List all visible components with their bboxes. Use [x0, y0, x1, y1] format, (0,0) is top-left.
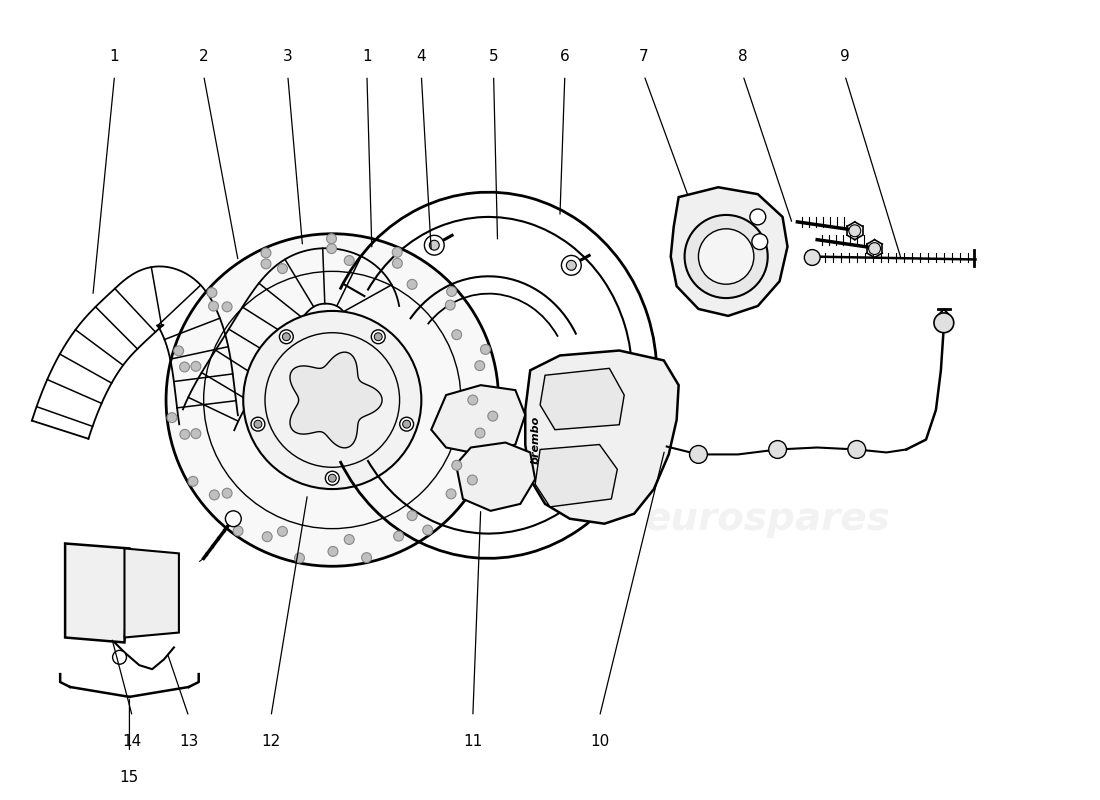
Circle shape: [262, 532, 272, 542]
Circle shape: [226, 511, 241, 526]
Circle shape: [422, 525, 432, 535]
Text: 15: 15: [120, 770, 139, 785]
Circle shape: [407, 510, 417, 521]
Polygon shape: [671, 187, 788, 316]
Circle shape: [188, 476, 198, 486]
Circle shape: [849, 225, 860, 237]
Circle shape: [112, 650, 126, 664]
Circle shape: [277, 526, 287, 536]
Circle shape: [394, 531, 404, 541]
Circle shape: [393, 247, 403, 258]
Circle shape: [446, 300, 455, 310]
Circle shape: [452, 460, 462, 470]
Text: 10: 10: [590, 734, 609, 750]
Circle shape: [475, 361, 485, 370]
Circle shape: [684, 215, 768, 298]
Text: 8: 8: [738, 49, 748, 63]
Circle shape: [344, 255, 354, 266]
Circle shape: [869, 242, 880, 254]
Circle shape: [452, 330, 462, 340]
Text: 13: 13: [179, 734, 198, 750]
Text: 11: 11: [463, 734, 483, 750]
Text: eurospares: eurospares: [645, 500, 891, 538]
Circle shape: [393, 258, 403, 268]
Circle shape: [326, 471, 339, 485]
Polygon shape: [526, 350, 679, 524]
Circle shape: [283, 333, 290, 341]
Text: 14: 14: [123, 734, 142, 750]
Circle shape: [372, 330, 385, 344]
Text: 9: 9: [840, 49, 850, 63]
Circle shape: [243, 311, 421, 489]
Circle shape: [468, 395, 477, 405]
Circle shape: [295, 553, 305, 563]
Circle shape: [180, 430, 190, 439]
Text: 6: 6: [560, 49, 570, 63]
Circle shape: [222, 488, 232, 498]
Circle shape: [261, 248, 271, 258]
Circle shape: [327, 234, 337, 244]
Circle shape: [447, 286, 456, 297]
Circle shape: [848, 441, 866, 458]
Circle shape: [566, 260, 576, 270]
Polygon shape: [65, 543, 130, 642]
Circle shape: [475, 428, 485, 438]
Circle shape: [167, 413, 177, 422]
Circle shape: [279, 330, 294, 344]
Text: 7: 7: [639, 49, 649, 63]
Polygon shape: [124, 549, 179, 638]
Text: 5: 5: [488, 49, 498, 63]
Circle shape: [690, 446, 707, 463]
Circle shape: [561, 255, 581, 275]
Circle shape: [934, 313, 954, 333]
Text: brembo: brembo: [531, 415, 541, 464]
Text: 4: 4: [417, 49, 426, 63]
Circle shape: [407, 279, 417, 290]
Circle shape: [222, 302, 232, 312]
Text: 1: 1: [362, 49, 372, 63]
Circle shape: [769, 441, 786, 458]
Circle shape: [251, 418, 265, 431]
Polygon shape: [290, 352, 382, 448]
Circle shape: [191, 362, 201, 371]
Circle shape: [174, 346, 184, 356]
Circle shape: [362, 553, 372, 562]
Circle shape: [261, 259, 271, 269]
Circle shape: [374, 333, 382, 341]
Circle shape: [399, 418, 414, 431]
Circle shape: [752, 234, 768, 250]
Polygon shape: [540, 368, 624, 430]
Circle shape: [447, 489, 456, 499]
Circle shape: [209, 490, 219, 500]
Circle shape: [481, 345, 491, 354]
Circle shape: [403, 420, 410, 428]
Text: 2: 2: [199, 49, 209, 63]
Polygon shape: [536, 445, 617, 507]
Circle shape: [468, 475, 477, 485]
Circle shape: [328, 474, 337, 482]
Polygon shape: [431, 385, 526, 454]
Text: 3: 3: [283, 49, 293, 63]
Circle shape: [166, 234, 498, 566]
Text: 1: 1: [110, 49, 120, 63]
Circle shape: [750, 209, 766, 225]
Circle shape: [327, 244, 337, 254]
Circle shape: [425, 235, 444, 255]
Text: 12: 12: [262, 734, 280, 750]
Circle shape: [254, 420, 262, 428]
Circle shape: [698, 229, 754, 284]
Text: eurospares: eurospares: [242, 318, 487, 356]
Circle shape: [328, 546, 338, 556]
Circle shape: [277, 264, 287, 274]
Circle shape: [487, 411, 497, 421]
Polygon shape: [456, 442, 536, 511]
Circle shape: [233, 526, 243, 536]
Circle shape: [344, 534, 354, 545]
Circle shape: [207, 288, 217, 298]
Circle shape: [179, 362, 189, 372]
Circle shape: [804, 250, 821, 266]
Circle shape: [191, 429, 201, 438]
Circle shape: [209, 301, 219, 311]
Circle shape: [429, 240, 439, 250]
